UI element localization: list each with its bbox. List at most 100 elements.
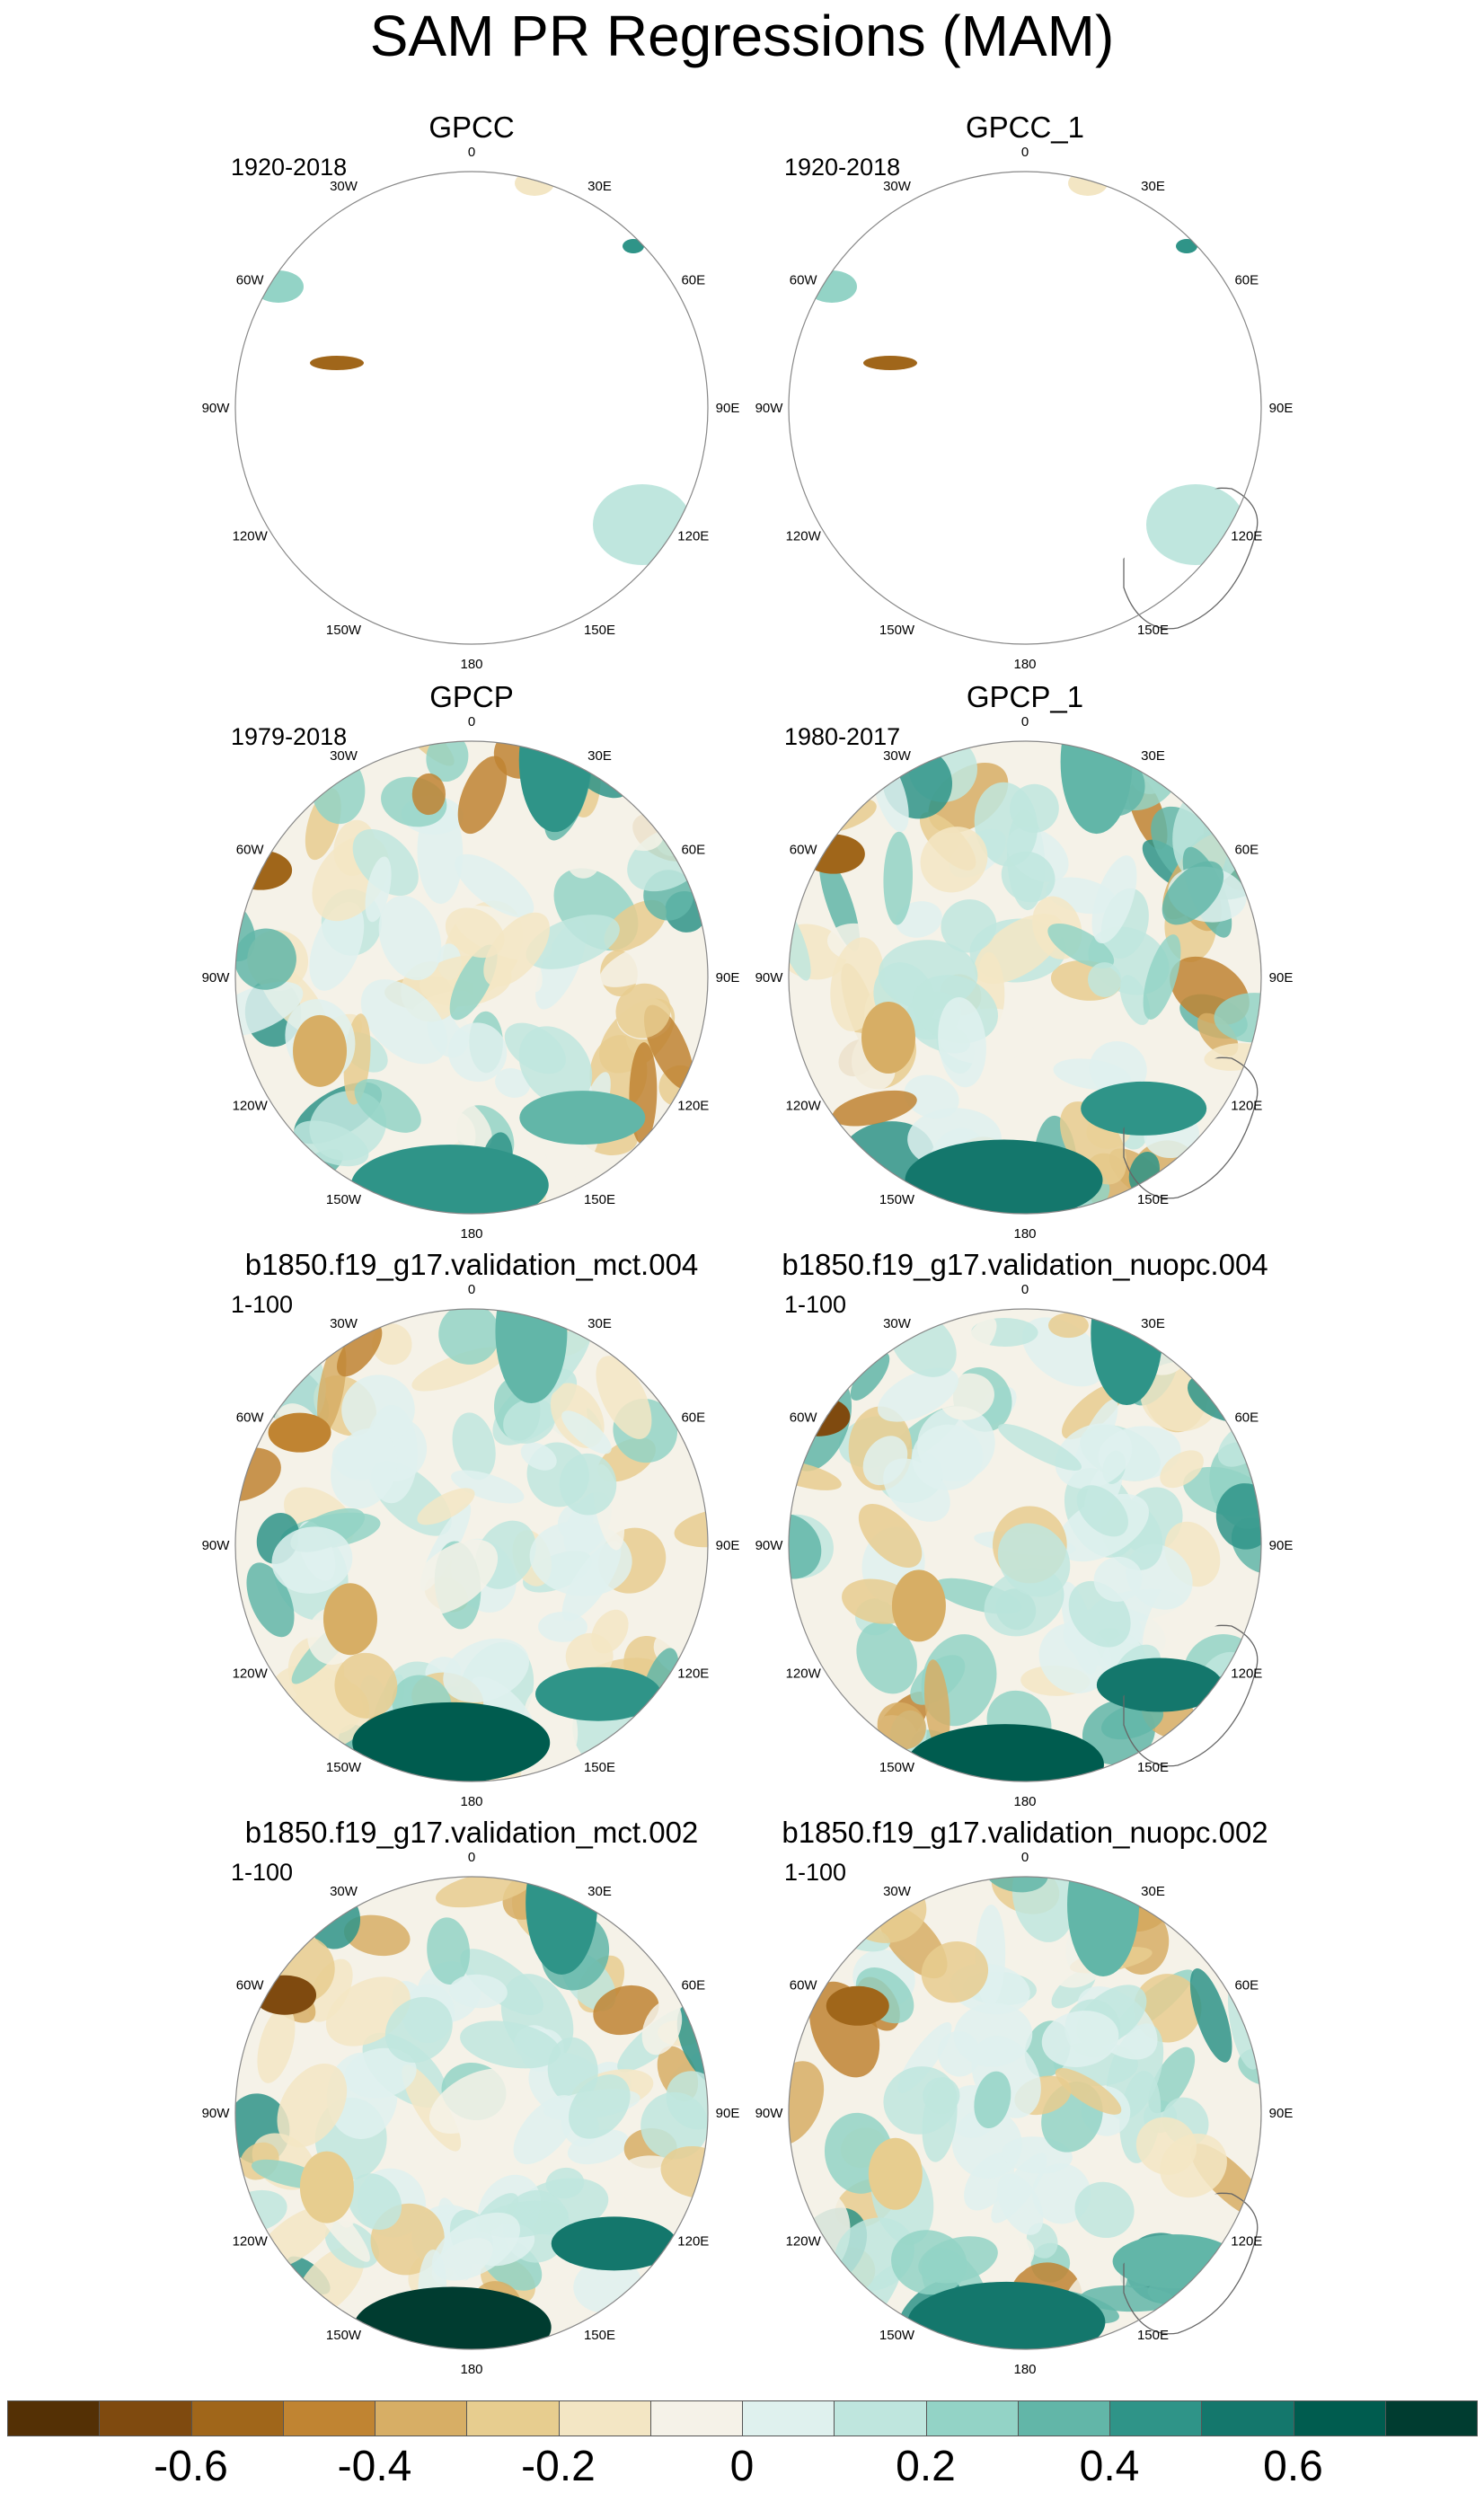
longitude-label: 120E bbox=[1231, 1666, 1262, 1682]
colorbar-box bbox=[282, 2400, 375, 2436]
panel-title: GPCC_1 bbox=[965, 111, 1085, 144]
longitude-label: 90W bbox=[755, 1538, 784, 1553]
panel-title: b1850.f19_g17.validation_nuopc.002 bbox=[782, 1816, 1268, 1849]
panel-period: 1-100 bbox=[784, 1291, 847, 1318]
longitude-label: 30W bbox=[330, 179, 358, 194]
longitude-label: 0 bbox=[468, 1850, 475, 1865]
colorbar-tick-label: -0.2 bbox=[521, 2443, 596, 2490]
longitude-label: 60W bbox=[790, 273, 818, 288]
longitude-label: 150W bbox=[326, 1192, 362, 1207]
map-border bbox=[234, 1308, 709, 1782]
longitude-label: 90E bbox=[1269, 1538, 1294, 1553]
precip-field bbox=[235, 172, 708, 644]
polar-map: 0 30E 60E 90E 120E 150E 180 150W 120W 90W 60W 30W bbox=[755, 1850, 1294, 2377]
colorbar bbox=[7, 2400, 1478, 2436]
polar-map: 0 30E 60E 90E 120E 150E 180 150W 120W 90W 60W 30W bbox=[755, 145, 1294, 672]
longitude-label: 0 bbox=[1021, 145, 1029, 160]
longitude-label: 30W bbox=[330, 1884, 358, 1899]
longitude-label: 150W bbox=[326, 623, 362, 638]
longitude-label: 60W bbox=[790, 843, 818, 858]
longitude-label: 180 bbox=[1013, 1794, 1036, 1809]
longitude-label: 120W bbox=[786, 1099, 822, 1114]
polar-map: 0 30E 60E 90E 120E 150E 180 150W 120W 90W 60W 30W bbox=[202, 145, 740, 672]
map-panel: 0 30E 60E 90E 120E 150E 180 150W 120W 90W 60W 30W b1… bbox=[0, 1815, 742, 2382]
longitude-label: 60W bbox=[236, 1978, 265, 1994]
precip-field bbox=[789, 172, 1261, 644]
longitude-label: 90E bbox=[1269, 970, 1294, 986]
longitude-label: 120W bbox=[233, 1666, 269, 1682]
colorbar-box bbox=[834, 2400, 927, 2436]
longitude-label: 180 bbox=[1013, 1226, 1036, 1242]
colorbar-box bbox=[649, 2400, 743, 2436]
panel-period: 1-100 bbox=[231, 1291, 294, 1318]
longitude-label: 30E bbox=[587, 1316, 612, 1331]
map-border bbox=[788, 1876, 1262, 2350]
longitude-label: 60E bbox=[1234, 1410, 1259, 1426]
map-border bbox=[234, 1876, 709, 2350]
panel-period: 1920-2018 bbox=[231, 154, 348, 181]
longitude-label: 150W bbox=[326, 2328, 362, 2343]
longitude-label: 30E bbox=[587, 179, 612, 194]
longitude-label: 120W bbox=[233, 2234, 269, 2250]
longitude-label: 60E bbox=[1234, 1978, 1259, 1994]
colorbar-box bbox=[1384, 2400, 1478, 2436]
longitude-label: 90E bbox=[716, 401, 740, 416]
colorbar-box bbox=[925, 2400, 1019, 2436]
longitude-label: 150W bbox=[879, 2328, 915, 2343]
colorbar-tick-label: -0.4 bbox=[337, 2443, 412, 2490]
longitude-label: 180 bbox=[460, 1226, 482, 1242]
longitude-label: 150W bbox=[879, 1192, 915, 1207]
longitude-label: 90W bbox=[202, 401, 231, 416]
longitude-label: 90W bbox=[755, 401, 784, 416]
longitude-label: 30W bbox=[883, 179, 912, 194]
map-border bbox=[234, 171, 709, 645]
precip-field bbox=[789, 1309, 1261, 1781]
longitude-label: 30E bbox=[1141, 1316, 1165, 1331]
colorbar-box bbox=[7, 2400, 101, 2436]
longitude-label: 150W bbox=[879, 623, 915, 638]
longitude-label: 120E bbox=[1231, 1099, 1262, 1114]
polar-map: 0 30E 60E 90E 120E 150E 180 150W 120W 90W 60W 30W bbox=[202, 1282, 740, 1809]
longitude-label: 90E bbox=[1269, 401, 1294, 416]
precip-field bbox=[235, 741, 708, 1214]
panel-title: b1850.f19_g17.validation_nuopc.004 bbox=[782, 1248, 1268, 1281]
longitude-label: 90W bbox=[202, 1538, 231, 1553]
precip-field bbox=[235, 1877, 708, 2349]
longitude-label: 30E bbox=[587, 748, 612, 764]
longitude-label: 120E bbox=[677, 2234, 709, 2250]
longitude-label: 120E bbox=[677, 1099, 709, 1114]
longitude-label: 150E bbox=[584, 1760, 615, 1775]
longitude-label: 120E bbox=[677, 529, 709, 544]
longitude-label: 0 bbox=[468, 714, 475, 729]
longitude-label: 30E bbox=[1141, 179, 1165, 194]
longitude-label: 150E bbox=[584, 1192, 615, 1207]
colorbar-box bbox=[99, 2400, 192, 2436]
precip-field bbox=[235, 1309, 708, 1781]
longitude-label: 150E bbox=[584, 2328, 615, 2343]
colorbar-tick-label: 0.2 bbox=[896, 2443, 956, 2490]
panel-title: GPCP bbox=[429, 680, 514, 713]
colorbar-tick-label: 0.4 bbox=[1079, 2443, 1140, 2490]
longitude-label: 150W bbox=[326, 1760, 362, 1775]
longitude-label: 90E bbox=[716, 970, 740, 986]
longitude-label: 90E bbox=[716, 2106, 740, 2121]
panel-title: GPCC bbox=[428, 111, 515, 144]
polar-map: 0 30E 60E 90E 120E 150E 180 150W 120W 90W 60W 30W bbox=[755, 1282, 1294, 1809]
longitude-label: 30E bbox=[1141, 748, 1165, 764]
map-border bbox=[788, 740, 1262, 1215]
polar-map: 0 30E 60E 90E 120E 150E 180 150W 120W 90W 60W 30W bbox=[202, 714, 740, 1242]
longitude-label: 30W bbox=[883, 748, 912, 764]
map-panel: 0 30E 60E 90E 120E 150E 180 150W 120W 90W 60W 30W GP… bbox=[0, 679, 742, 1247]
polar-map: 0 30E 60E 90E 120E 150E 180 150W 120W 90W 60W 30W bbox=[202, 1850, 740, 2377]
panel-title: GPCP_1 bbox=[966, 680, 1084, 713]
longitude-label: 120W bbox=[233, 1099, 269, 1114]
longitude-label: 90E bbox=[1269, 2106, 1294, 2121]
longitude-label: 120E bbox=[677, 1666, 709, 1682]
longitude-label: 90W bbox=[202, 2106, 231, 2121]
colorbar-box bbox=[742, 2400, 835, 2436]
longitude-label: 60W bbox=[236, 843, 265, 858]
longitude-label: 180 bbox=[460, 657, 482, 672]
longitude-label: 90E bbox=[716, 1538, 740, 1553]
longitude-label: 30W bbox=[330, 748, 358, 764]
longitude-label: 150E bbox=[584, 623, 615, 638]
